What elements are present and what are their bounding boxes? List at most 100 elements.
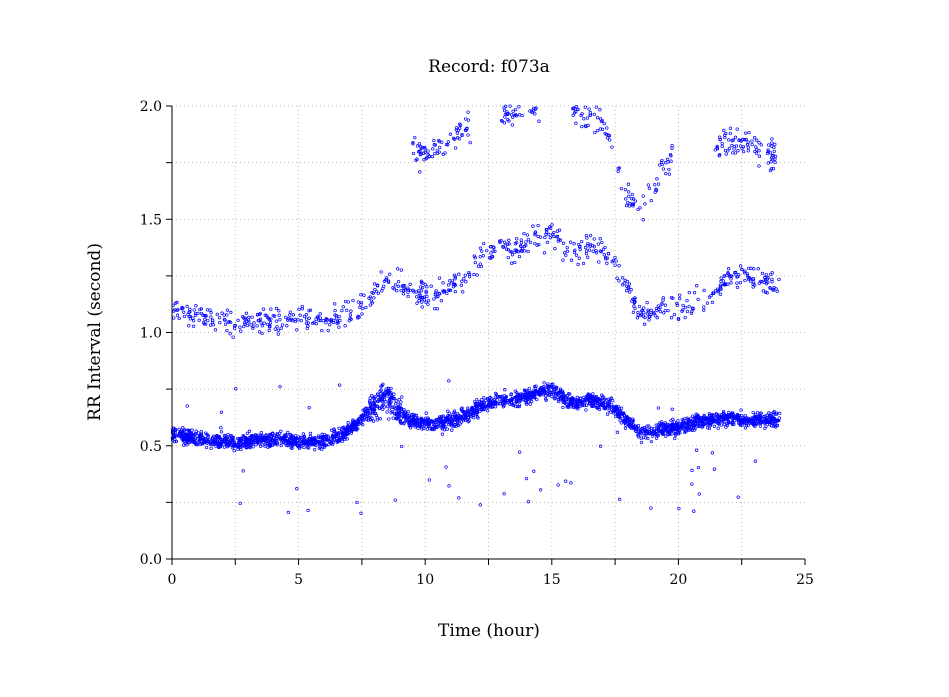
data-point [338,318,342,323]
data-point [185,304,189,309]
data-point [340,439,344,444]
data-point [478,255,482,259]
data-point [652,426,657,431]
data-point [660,302,664,306]
data-point [209,315,213,319]
data-point [385,404,390,409]
data-point [293,440,297,444]
data-point [656,433,661,438]
data-point [692,291,697,295]
data-point [519,241,524,245]
data-point [626,182,631,186]
data-point [726,267,731,271]
data-point [747,266,751,271]
data-point [471,408,475,412]
data-point [624,203,629,208]
data-point [274,306,279,311]
data-point [757,154,762,158]
data-point [728,126,733,130]
data-point [532,385,537,389]
data-point [473,260,477,265]
data-point [203,317,207,322]
data-point [602,121,606,126]
data-point [632,297,636,302]
data-point [420,427,424,431]
data-point [524,240,528,244]
data-point [286,430,290,435]
data-point [533,390,537,394]
data-point [420,305,424,309]
data-point [538,488,543,492]
data-point [421,420,425,424]
data-point [460,133,464,137]
data-point [492,245,496,250]
data-point [304,317,309,321]
data-point [193,441,198,446]
data-points [170,104,782,515]
data-point [707,295,712,299]
data-point [663,421,668,425]
data-point [649,312,653,316]
data-point [259,321,263,325]
data-point [530,110,534,115]
data-point [602,253,606,257]
data-point [537,242,541,247]
data-point [502,394,507,398]
data-point [530,109,534,113]
data-point [633,429,638,433]
data-point [471,413,475,418]
data-point [391,416,395,420]
data-point [384,278,388,282]
data-point [396,279,401,284]
data-point [751,410,755,415]
data-point [438,145,442,150]
data-point [764,417,768,422]
data-point [723,148,728,153]
data-point [299,318,303,323]
data-point [561,398,565,402]
data-point [275,438,279,443]
data-point [194,429,198,433]
data-point [764,272,768,277]
data-point [262,321,266,325]
data-point [584,408,588,412]
data-point [519,238,523,242]
data-point [379,398,383,402]
data-point [586,255,590,259]
data-point [434,289,438,293]
data-point [489,251,493,255]
data-point [468,140,472,145]
data-point [694,448,699,452]
data-point [667,167,671,172]
data-point [736,149,740,153]
data-point [180,434,185,438]
data-point [728,131,732,136]
data-point [753,459,758,463]
data-point [717,419,722,423]
data-point [443,151,447,155]
data-point [623,420,627,424]
data-point [769,160,773,164]
data-point [258,435,262,439]
data-point [524,243,528,247]
data-point [280,438,285,443]
data-point [647,186,652,191]
data-point [277,309,281,313]
data-point [553,385,557,389]
data-point [276,328,280,332]
data-point [372,282,377,286]
data-point [695,284,699,288]
data-point [718,292,723,296]
data-point [540,385,544,390]
data-point [403,414,407,419]
data-point [259,430,264,435]
data-point [730,422,735,427]
data-point [359,414,363,418]
data-point [584,124,588,129]
data-point [430,420,435,424]
data-point [745,274,750,278]
data-point [645,300,649,305]
data-point [551,382,555,386]
data-point [185,404,189,408]
